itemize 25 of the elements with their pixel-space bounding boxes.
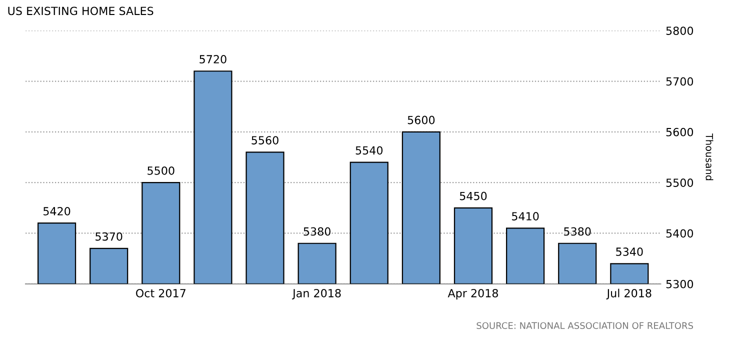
y-tick-label: 5800 <box>666 26 694 35</box>
y-tick-label: 5300 <box>666 280 694 288</box>
x-tick-label: Apr 2018 <box>448 288 498 300</box>
y-axis-title: Thousand <box>706 133 714 180</box>
data-label: 5450 <box>460 192 487 200</box>
data-label: 5500 <box>148 166 174 175</box>
source-note: SOURCE: NATIONAL ASSOCIATION OF REALTORS <box>476 322 693 330</box>
chart-title: US EXISTING HOME SALES <box>8 6 154 16</box>
data-label: 5370 <box>96 232 122 241</box>
x-tick-label: Jan 2018 <box>292 288 341 300</box>
data-label: 5380 <box>564 227 591 236</box>
y-tick-label: 5400 <box>666 229 694 238</box>
y-tick-label: 5600 <box>666 128 694 136</box>
y-tick-label: 5500 <box>666 178 694 187</box>
y-tick-label: 5700 <box>666 77 694 86</box>
data-label: 5410 <box>512 212 539 220</box>
data-label: 5540 <box>356 146 383 155</box>
data-label: 5560 <box>252 136 278 144</box>
data-label: 5340 <box>616 248 643 256</box>
data-label: 5720 <box>200 55 226 64</box>
data-label: 5420 <box>44 206 70 216</box>
data-label: 5380 <box>304 227 330 236</box>
x-tick-label: Oct 2017 <box>136 288 186 298</box>
x-tick-label: Jul 2018 <box>606 288 652 300</box>
data-label: 5600 <box>408 116 435 124</box>
